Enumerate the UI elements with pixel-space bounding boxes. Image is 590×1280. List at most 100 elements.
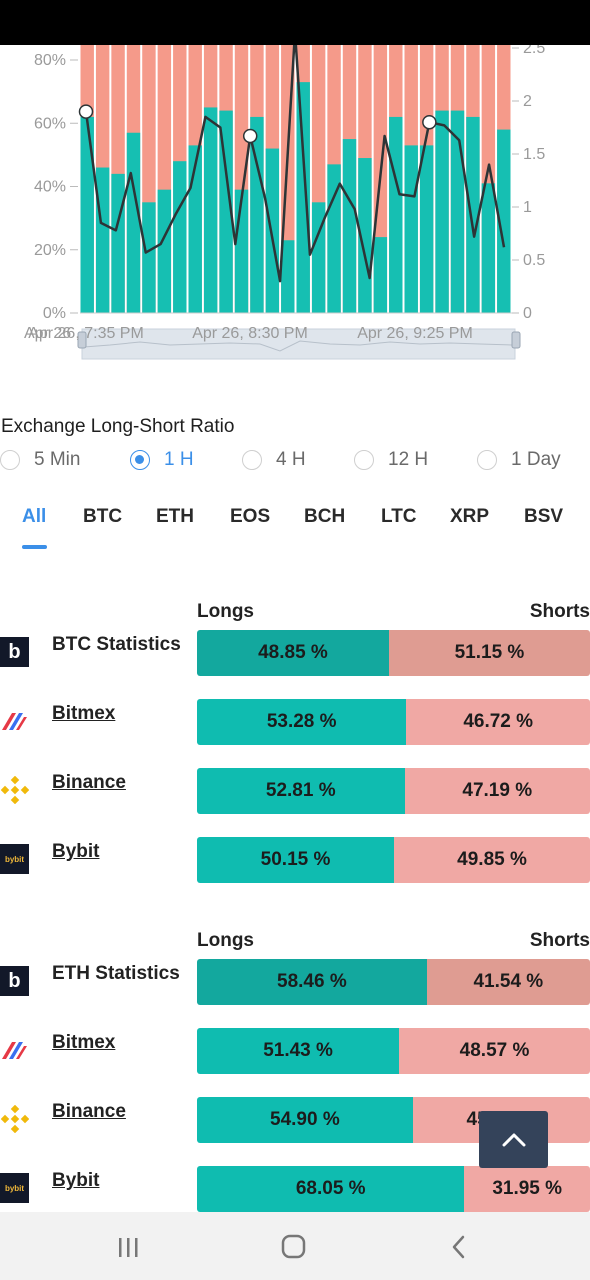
longs-value: 68.05 % — [197, 1166, 465, 1212]
longs-value: 58.46 % — [197, 959, 427, 1005]
longs-value: 54.90 % — [197, 1097, 413, 1143]
long-short-chart: 0% 20% 40% 60% 80% 0 0.5 1 1.5 2 2.5 Apr 26, 7:35 P… — [0, 45, 590, 375]
long-bar — [111, 173, 125, 313]
shorts-header: Shorts — [529, 930, 590, 951]
long-bar — [250, 116, 264, 313]
ratio-marker — [422, 114, 437, 130]
long-bar — [435, 110, 449, 313]
exchange-link[interactable]: Bitmex — [52, 703, 116, 724]
y-tick-label-right: 1 — [523, 199, 532, 216]
exchange-link[interactable]: Bybit — [52, 841, 100, 862]
exchange-link[interactable]: Bitmex — [52, 1032, 116, 1053]
long-bar — [265, 148, 280, 313]
tab-bch[interactable]: BCH — [304, 506, 346, 527]
tab-eth[interactable]: ETH — [156, 506, 194, 527]
longs-value: 53.28 % — [197, 699, 407, 745]
long-bar — [419, 145, 434, 313]
shorts-value: 46.72 % — [406, 699, 590, 745]
range-slider-sparkline — [83, 340, 513, 352]
period-label: 1 Day — [511, 449, 561, 470]
y-tick-label-left: 0% — [43, 305, 66, 322]
long-bar — [481, 183, 496, 313]
bybit-logo-icon: bybit — [0, 1173, 29, 1203]
period-1day[interactable]: 1 Day — [477, 446, 561, 474]
exchange-row: b ETH Statistics 58.46 % 41.54 % — [0, 959, 590, 1005]
section-title: Exchange Long-Short Ratio — [1, 416, 235, 437]
period-selector: 5 Min 1 H 4 H 12 H 1 Day — [0, 446, 590, 474]
home-icon[interactable] — [273, 1232, 313, 1262]
long-bar — [142, 202, 156, 313]
tab-ltc[interactable]: LTC — [381, 506, 417, 527]
binance-logo-icon — [0, 1104, 29, 1134]
radio-icon — [242, 450, 262, 470]
long-bar — [450, 110, 465, 313]
longs-value: 52.81 % — [197, 768, 405, 814]
back-icon[interactable] — [439, 1232, 479, 1262]
statistics-label: ETH Statistics — [52, 963, 180, 984]
range-handle-left — [77, 331, 87, 349]
tab-btc[interactable]: BTC — [83, 506, 123, 527]
exchange-row: Binance 52.81 % 47.19 % — [0, 768, 590, 814]
long-bar — [466, 116, 480, 313]
period-1h[interactable]: 1 H — [130, 446, 194, 474]
shorts-value: 49.85 % — [394, 837, 590, 883]
bitmex-logo-icon — [0, 1035, 29, 1065]
period-12h[interactable]: 12 H — [354, 446, 428, 474]
longs-header: Longs — [197, 930, 254, 951]
long-bar — [373, 237, 388, 313]
long-bar — [80, 116, 94, 313]
radio-icon — [477, 450, 497, 470]
statistics-label: BTC Statistics — [52, 634, 181, 655]
chevron-up-icon — [502, 1133, 525, 1146]
period-label: 4 H — [276, 449, 306, 470]
exchange-row: b BTC Statistics 48.85 % 51.15 % — [0, 630, 590, 676]
exchange-row: Bitmex 53.28 % 46.72 % — [0, 699, 590, 745]
tab-eos[interactable]: EOS — [230, 506, 271, 527]
long-bar — [219, 110, 233, 313]
long-bar — [126, 132, 141, 313]
long-short-bar: 52.81 % 47.19 % — [197, 768, 590, 814]
shorts-value: 41.54 % — [426, 959, 590, 1005]
range-slider — [81, 328, 516, 360]
exchange-link[interactable]: Binance — [52, 1101, 126, 1122]
range-handle-right — [511, 331, 521, 349]
bitmex-logo-icon — [0, 706, 29, 736]
longs-header: Longs — [197, 601, 254, 622]
period-label: 12 H — [388, 449, 429, 470]
scroll-to-top-button[interactable] — [479, 1111, 548, 1168]
binance-logo-icon — [0, 775, 29, 805]
period-5min[interactable]: 5 Min — [0, 446, 80, 474]
bybt-logo-icon: b — [0, 637, 29, 667]
period-4h[interactable]: 4 H — [242, 446, 306, 474]
shorts-value: 47.19 % — [404, 768, 590, 814]
long-bar — [311, 202, 326, 313]
ratio-marker — [78, 104, 94, 119]
bybit-logo-icon: bybit — [0, 844, 29, 874]
y-tick-label-right: 1.5 — [523, 146, 545, 163]
exchange-link[interactable]: Binance — [52, 772, 126, 793]
tab-bsv[interactable]: BSV — [524, 506, 564, 527]
long-short-bar: 53.28 % 46.72 % — [197, 699, 590, 745]
coin-tabs: All BTC ETH EOS BCH LTC XRP BSV — [0, 502, 590, 552]
recent-apps-icon[interactable] — [108, 1232, 148, 1262]
status-bar — [0, 0, 590, 45]
exchange-row: bybit Bybit 50.15 % 49.85 % — [0, 837, 590, 883]
long-short-bar: 48.85 % 51.15 % — [197, 630, 590, 676]
long-short-bar: 68.05 % 31.95 % — [197, 1166, 590, 1212]
exchange-link[interactable]: Bybit — [52, 1170, 100, 1191]
long-bar — [281, 240, 295, 313]
tab-all[interactable]: All — [22, 506, 47, 527]
long-bar — [404, 145, 418, 313]
y-tick-label-left: 20% — [34, 242, 66, 259]
y-tick-label-left: 80% — [34, 52, 66, 69]
radio-icon — [0, 450, 20, 470]
long-short-bar: 58.46 % 41.54 % — [197, 959, 590, 1005]
long-bar — [203, 107, 218, 313]
longs-value: 50.15 % — [197, 837, 395, 883]
exchange-row: Bitmex 51.43 % 48.57 % — [0, 1028, 590, 1074]
chart-svg: 0% 20% 40% 60% 80% 0 0.5 1 1.5 2 2.5 Apr 26, 7:35 P… — [24, 45, 545, 360]
tab-xrp[interactable]: XRP — [450, 506, 490, 527]
long-bar — [173, 161, 187, 313]
range-start-label: Apr 26 — [24, 325, 71, 342]
bybt-logo-icon: b — [0, 966, 29, 996]
